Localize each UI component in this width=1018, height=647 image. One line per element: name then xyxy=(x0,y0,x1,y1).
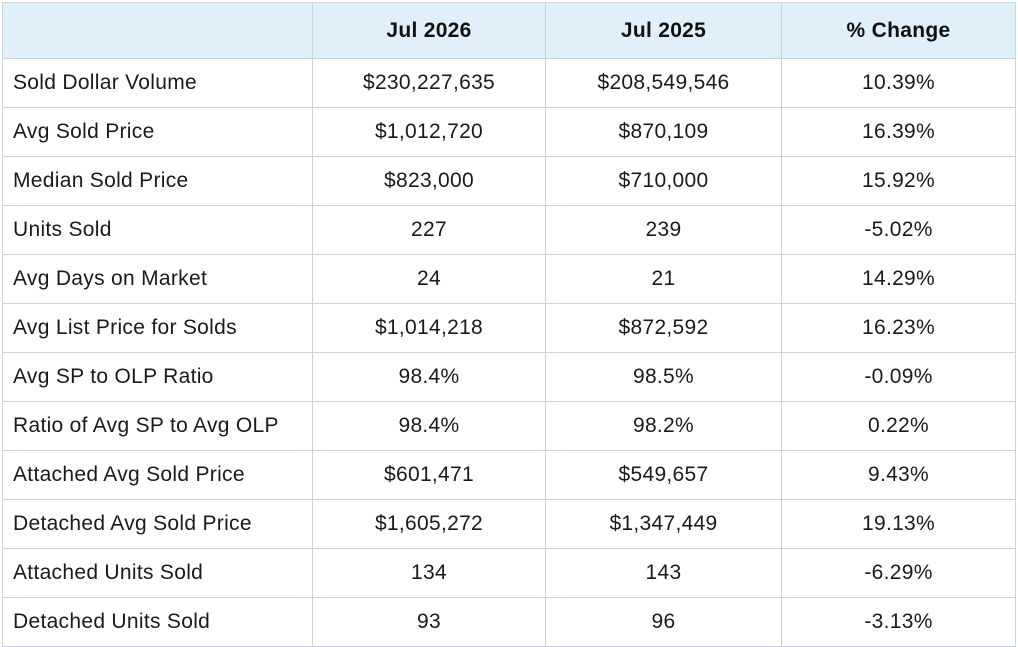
jul-2025-cell: 98.2% xyxy=(545,401,782,451)
table-row: Attached Units Sold 134 143 -6.29% xyxy=(2,548,1016,598)
metric-cell: Units Sold xyxy=(2,205,313,255)
header-cell-jul-2025: Jul 2025 xyxy=(545,2,782,59)
pct-change-cell: 0.22% xyxy=(781,401,1016,451)
metric-cell: Ratio of Avg SP to Avg OLP xyxy=(2,401,313,451)
jul-2025-cell: 239 xyxy=(545,205,782,255)
jul-2025-cell: 143 xyxy=(545,548,782,598)
jul-2025-cell: 96 xyxy=(545,597,782,647)
pct-change-cell: 16.39% xyxy=(781,107,1016,157)
jul-2026-cell: 98.4% xyxy=(312,352,546,402)
header-cell-pct-change: % Change xyxy=(781,2,1016,59)
metric-cell: Detached Avg Sold Price xyxy=(2,499,313,549)
metric-cell: Sold Dollar Volume xyxy=(2,58,313,108)
jul-2026-cell: 93 xyxy=(312,597,546,647)
table-row: Avg Sold Price $1,012,720 $870,109 16.39% xyxy=(2,107,1016,157)
jul-2025-cell: $710,000 xyxy=(545,156,782,206)
header-row: Jul 2026 Jul 2025 % Change xyxy=(2,2,1016,59)
jul-2026-cell: $1,014,218 xyxy=(312,303,546,353)
pct-change-cell: 19.13% xyxy=(781,499,1016,549)
metric-cell: Avg Days on Market xyxy=(2,254,313,304)
metric-cell: Attached Avg Sold Price xyxy=(2,450,313,500)
jul-2026-cell: $230,227,635 xyxy=(312,58,546,108)
pct-change-cell: -6.29% xyxy=(781,548,1016,598)
jul-2025-cell: $870,109 xyxy=(545,107,782,157)
table-row: Units Sold 227 239 -5.02% xyxy=(2,205,1016,255)
pct-change-cell: -5.02% xyxy=(781,205,1016,255)
pct-change-cell: 14.29% xyxy=(781,254,1016,304)
jul-2025-cell: 98.5% xyxy=(545,352,782,402)
table-header: Jul 2026 Jul 2025 % Change xyxy=(2,2,1016,59)
jul-2026-cell: $823,000 xyxy=(312,156,546,206)
jul-2025-cell: 21 xyxy=(545,254,782,304)
pct-change-cell: 10.39% xyxy=(781,58,1016,108)
table-row: Avg List Price for Solds $1,014,218 $872,5… xyxy=(2,303,1016,353)
pct-change-cell: -0.09% xyxy=(781,352,1016,402)
jul-2025-cell: $872,592 xyxy=(545,303,782,353)
header-cell-jul-2026: Jul 2026 xyxy=(312,2,546,59)
pct-change-cell: 15.92% xyxy=(781,156,1016,206)
metric-cell: Median Sold Price xyxy=(2,156,313,206)
jul-2026-cell: 134 xyxy=(312,548,546,598)
pct-change-cell: 16.23% xyxy=(781,303,1016,353)
table-row: Avg SP to OLP Ratio 98.4% 98.5% -0.09% xyxy=(2,352,1016,402)
table-row: Sold Dollar Volume $230,227,635 $208,549,5… xyxy=(2,58,1016,108)
table-row: Median Sold Price $823,000 $710,000 15.92% xyxy=(2,156,1016,206)
table-row: Ratio of Avg SP to Avg OLP 98.4% 98.2% 0.22… xyxy=(2,401,1016,451)
metric-cell: Detached Units Sold xyxy=(2,597,313,647)
metric-cell: Avg Sold Price xyxy=(2,107,313,157)
table-row: Detached Avg Sold Price $1,605,272 $1,347,… xyxy=(2,499,1016,549)
table-row: Attached Avg Sold Price $601,471 $549,657 9… xyxy=(2,450,1016,500)
jul-2026-cell: 227 xyxy=(312,205,546,255)
jul-2026-cell: $1,012,720 xyxy=(312,107,546,157)
jul-2026-cell: $1,605,272 xyxy=(312,499,546,549)
metric-cell: Avg SP to OLP Ratio xyxy=(2,352,313,402)
jul-2026-cell: $601,471 xyxy=(312,450,546,500)
pct-change-cell: 9.43% xyxy=(781,450,1016,500)
metric-cell: Avg List Price for Solds xyxy=(2,303,313,353)
jul-2025-cell: $549,657 xyxy=(545,450,782,500)
table-row: Detached Units Sold 93 96 -3.13% xyxy=(2,597,1016,647)
table-row: Avg Days on Market 24 21 14.29% xyxy=(2,254,1016,304)
jul-2026-cell: 98.4% xyxy=(312,401,546,451)
table-body: Sold Dollar Volume $230,227,635 $208,549,5… xyxy=(2,58,1016,647)
pct-change-cell: -3.13% xyxy=(781,597,1016,647)
jul-2026-cell: 24 xyxy=(312,254,546,304)
jul-2025-cell: $1,347,449 xyxy=(545,499,782,549)
header-cell-metric xyxy=(2,2,313,59)
metric-cell: Attached Units Sold xyxy=(2,548,313,598)
jul-2025-cell: $208,549,546 xyxy=(545,58,782,108)
